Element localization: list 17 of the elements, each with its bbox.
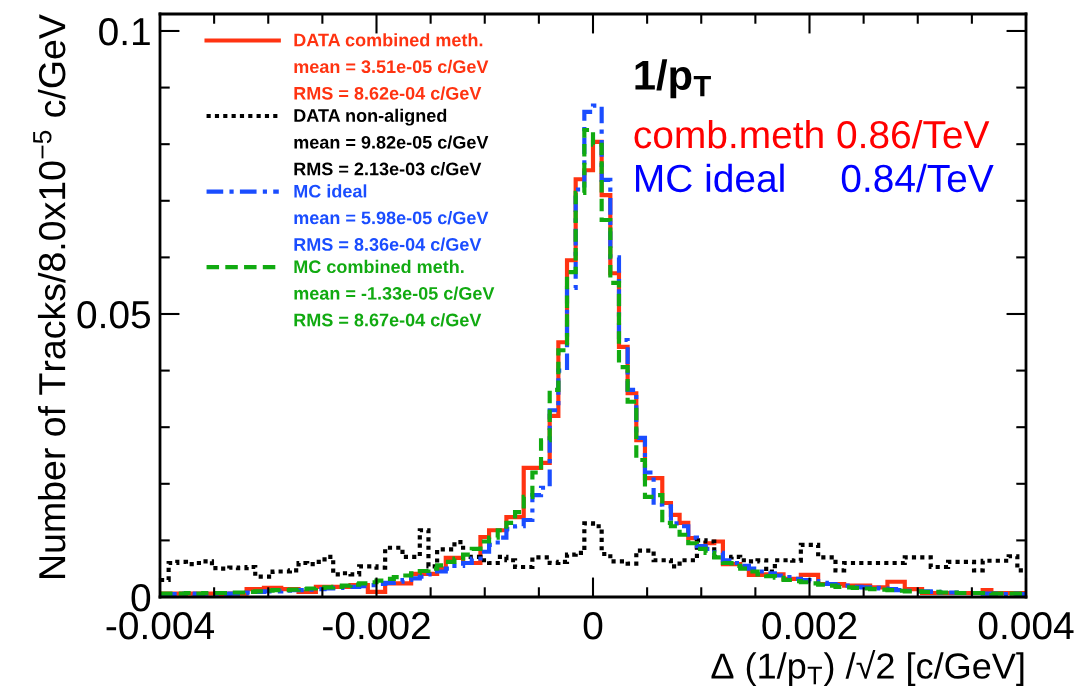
y-tick-label: 0.05 bbox=[77, 300, 151, 329]
legend-label: DATA non-aligned mean = 9.82e-05 c/GeV RMS = 2.13e-03 c/GeV bbox=[294, 108, 489, 176]
y-axis-title: Number of Tracks/8.0x10$^{−5}$ c/GeV bbox=[33, 14, 66, 578]
x-tick-label: -0.002 bbox=[323, 611, 430, 640]
x-tick-label: 0 bbox=[583, 611, 603, 640]
annotation: MC ideal 0.84/TeV bbox=[636, 163, 994, 193]
x-axis-title: Δ (1/p$_{T}$) /√2 [c/GeV] bbox=[711, 649, 1024, 686]
legend-label: MC combined meth. mean = -1.33e-05 c/GeV RMS = 8.67e-04 c/GeV bbox=[294, 259, 495, 327]
y-tick-label: 0.1 bbox=[99, 17, 150, 46]
legend-label: DATA combined meth. mean = 3.51e-05 c/GeV RMS = 8.62e-04 c/GeV bbox=[294, 33, 489, 100]
annotation: 1/p$_{T}$ bbox=[635, 59, 711, 99]
y-tick-label: 0 bbox=[131, 583, 151, 612]
x-tick-label: -0.004 bbox=[106, 611, 214, 640]
x-tick-label: 0.002 bbox=[762, 611, 857, 640]
legend-label: MC ideal mean = 5.98e-05 c/GeV RMS = 8.36e-04 c/GeV bbox=[294, 184, 489, 252]
x-tick-label: 0.004 bbox=[978, 611, 1074, 640]
annotation: comb.meth 0.86/TeV bbox=[634, 119, 990, 149]
